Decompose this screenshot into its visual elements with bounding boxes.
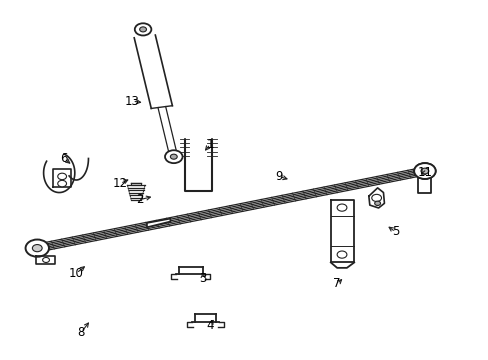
- Ellipse shape: [140, 27, 146, 32]
- Ellipse shape: [32, 244, 42, 252]
- Ellipse shape: [374, 201, 380, 206]
- Text: 9: 9: [274, 170, 282, 183]
- Ellipse shape: [371, 194, 381, 202]
- Ellipse shape: [164, 150, 182, 163]
- Text: 11: 11: [417, 166, 431, 179]
- Text: 7: 7: [333, 278, 340, 291]
- Text: 1: 1: [206, 138, 214, 150]
- Ellipse shape: [420, 168, 428, 174]
- Text: 12: 12: [112, 177, 127, 190]
- Text: 5: 5: [391, 225, 399, 238]
- Ellipse shape: [25, 239, 49, 257]
- Ellipse shape: [336, 251, 346, 258]
- Ellipse shape: [58, 180, 66, 187]
- Ellipse shape: [58, 173, 66, 180]
- Text: 13: 13: [124, 95, 140, 108]
- Text: 10: 10: [69, 267, 83, 280]
- Ellipse shape: [170, 154, 177, 159]
- Ellipse shape: [42, 257, 49, 262]
- Ellipse shape: [413, 163, 435, 179]
- Polygon shape: [147, 219, 170, 227]
- Text: 3: 3: [199, 272, 206, 285]
- Ellipse shape: [135, 23, 151, 36]
- Ellipse shape: [336, 204, 346, 211]
- Text: 4: 4: [206, 319, 214, 332]
- Text: 8: 8: [77, 326, 84, 339]
- Text: 6: 6: [60, 152, 68, 165]
- Text: 2: 2: [136, 193, 143, 206]
- Ellipse shape: [413, 163, 435, 179]
- Ellipse shape: [420, 168, 428, 174]
